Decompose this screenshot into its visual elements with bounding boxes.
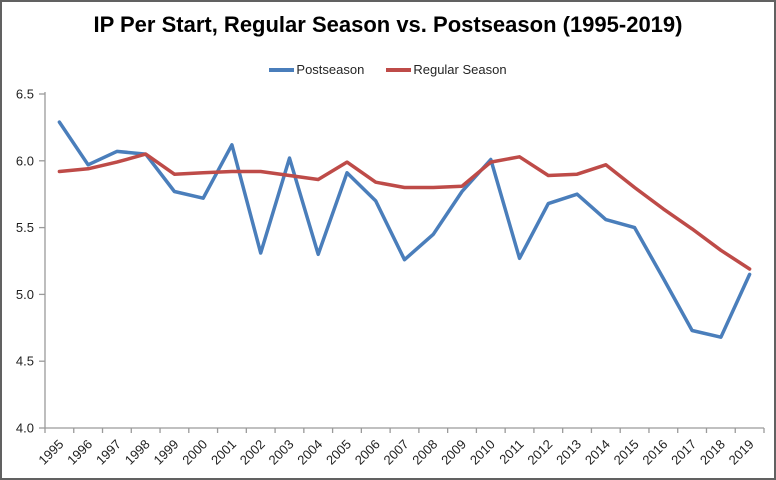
x-tick-label: 2010 bbox=[467, 437, 498, 468]
x-tick-label: 2006 bbox=[352, 437, 383, 468]
chart-title: IP Per Start, Regular Season vs. Postsea… bbox=[93, 12, 683, 37]
x-tick-label: 2013 bbox=[553, 437, 584, 468]
x-tick-label: 2019 bbox=[726, 437, 757, 468]
y-tick-label: 4.0 bbox=[16, 421, 34, 436]
x-tick-label: 2008 bbox=[409, 437, 440, 468]
x-tick-label: 2014 bbox=[582, 437, 613, 468]
postseason-line-swatch-icon bbox=[269, 67, 295, 72]
x-tick-label: 2007 bbox=[381, 437, 412, 468]
x-tick-label: 2001 bbox=[208, 437, 239, 468]
legend-label-postseason: Postseason bbox=[296, 62, 365, 77]
x-tick-label: 2015 bbox=[611, 437, 642, 468]
y-tick-label: 6.5 bbox=[16, 87, 34, 102]
legend-item-regular-season: Regular Season bbox=[386, 62, 507, 77]
x-tick-label: 2009 bbox=[438, 437, 469, 468]
regular-season-line bbox=[57, 152, 752, 271]
x-tick-label: 2000 bbox=[179, 437, 210, 468]
x-tick-label: 1998 bbox=[122, 437, 153, 468]
x-tick-label: 2002 bbox=[237, 437, 268, 468]
x-tick-label: 1995 bbox=[35, 437, 66, 468]
x-tick-label: 2004 bbox=[294, 437, 325, 468]
y-tick-label: 4.5 bbox=[16, 354, 34, 369]
legend: Postseason Regular Season bbox=[2, 62, 774, 77]
x-tick-label: 2005 bbox=[323, 437, 354, 468]
x-tick-label: 1997 bbox=[93, 437, 124, 468]
postseason-line bbox=[57, 120, 752, 339]
y-tick-label: 6.0 bbox=[16, 153, 34, 168]
legend-item-postseason: Postseason bbox=[269, 62, 364, 77]
y-tick-label: 5.0 bbox=[16, 287, 34, 302]
x-tick-label: 2018 bbox=[697, 437, 728, 468]
x-tick-label: 2017 bbox=[668, 437, 699, 468]
x-tick-label: 2012 bbox=[524, 437, 555, 468]
legend-label-regular-season: Regular Season bbox=[413, 62, 507, 77]
regular-season-line-swatch-icon bbox=[386, 67, 412, 72]
x-tick-label: 2016 bbox=[639, 437, 670, 468]
x-tick-label: 2011 bbox=[496, 437, 526, 467]
x-tick-label: 1999 bbox=[150, 437, 181, 468]
x-tick-label: 1996 bbox=[64, 437, 95, 468]
x-tick-label: 2003 bbox=[266, 437, 297, 468]
y-tick-label: 5.5 bbox=[16, 220, 34, 235]
